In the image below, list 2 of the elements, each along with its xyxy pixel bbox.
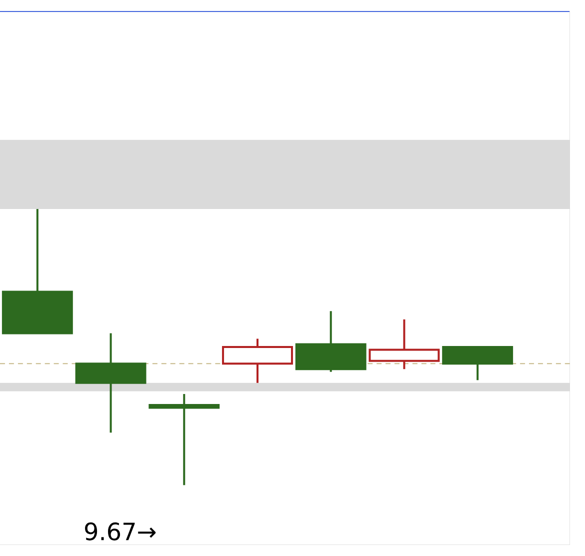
candlestick <box>148 392 220 486</box>
text: 9.67→ <box>85 522 156 540</box>
